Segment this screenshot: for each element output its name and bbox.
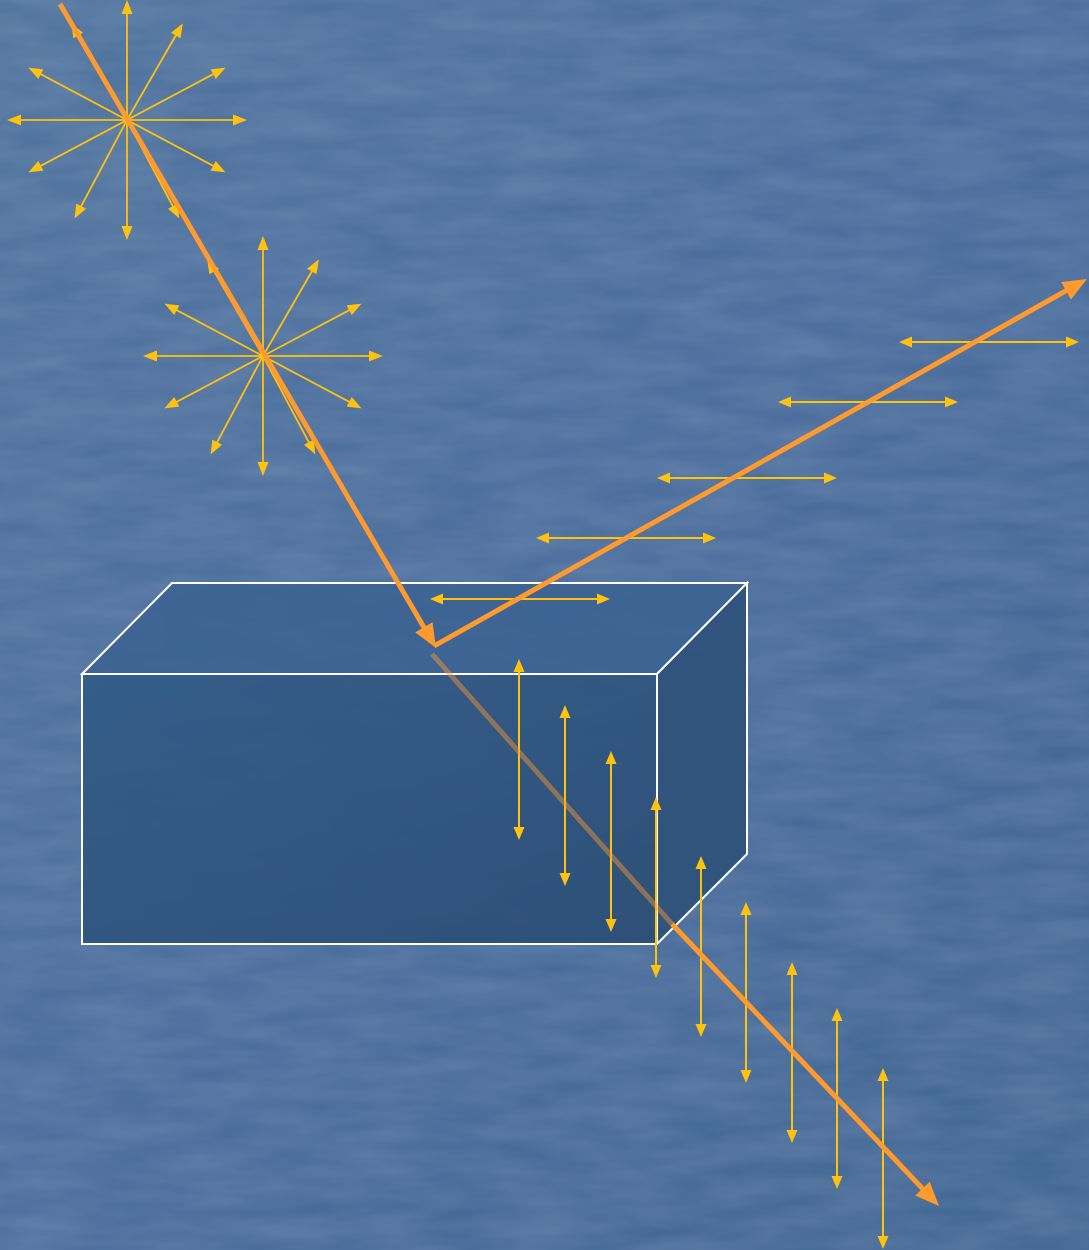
vertical-double-arrow-icon [513,659,525,840]
arrowhead [740,1070,752,1083]
unpolarized-star-icon [7,0,247,240]
star-ray [36,119,128,169]
arrowhead [303,439,316,455]
star-ray [262,307,354,357]
star-ray [126,31,179,121]
horizontal-double-arrow-icon [657,472,837,484]
arrowhead [210,439,223,455]
arrowhead [695,856,707,869]
arrowhead [536,532,549,544]
star-ray [78,119,128,211]
star-ray [214,355,264,447]
arrowhead [346,396,362,409]
unpolarized-star-icon [143,236,383,476]
arrowhead [650,797,662,810]
vertical-double-arrow-icon [605,751,617,932]
star-ray [262,355,312,447]
ray-line [57,2,432,638]
arrowhead [210,67,226,80]
arrowhead [210,160,226,173]
arrowhead [597,593,610,605]
vertical-double-arrow-icon [650,797,662,978]
arrowhead [899,336,912,348]
star-ray [36,71,128,121]
arrowhead [740,902,752,915]
transmitted-ray [670,922,939,1206]
arrowhead [559,873,571,886]
arrowhead [703,532,716,544]
arrowhead [831,1176,843,1189]
vertical-double-arrow-icon [877,1068,889,1249]
glass-block [79,580,750,947]
star-ray [172,355,264,405]
star-ray [126,71,218,121]
arrowhead [164,303,180,316]
incident-ray [57,2,436,648]
star-ray [172,307,264,357]
arrowhead [257,236,269,250]
refracted-ray-inside-glass [430,652,674,926]
ray-arrowhead [1061,279,1087,300]
arrowhead [430,593,443,605]
ray-arrowhead [415,622,436,648]
arrowhead [7,114,21,126]
vertical-double-arrow-icon [695,856,707,1037]
ray-line [430,652,674,926]
arrowhead [877,1236,889,1249]
vertical-double-arrow-icon [559,705,571,886]
arrowhead [143,350,157,362]
reflected-ray [432,279,1087,649]
ray-arrowhead [915,1181,939,1206]
arrowhead [233,114,247,126]
polarization-arrows [7,0,1079,1249]
arrowhead [877,1068,889,1081]
star-ray [262,355,354,405]
arrowhead [605,919,617,932]
arrowhead [513,659,525,672]
arrowhead [307,259,319,275]
arrowhead [695,1024,707,1037]
arrowhead [945,396,958,408]
horizontal-double-arrow-icon [899,336,1079,348]
arrowhead [257,462,269,476]
light-rays [57,2,1087,1206]
arrowhead [831,1008,843,1021]
star-ray [262,267,315,357]
arrowhead [1066,336,1079,348]
arrowhead [171,23,183,39]
arrowhead [559,705,571,718]
arrowhead [121,226,133,240]
arrowhead [786,1130,798,1143]
arrowhead [346,303,362,316]
arrowhead [650,965,662,978]
arrowhead [28,67,44,80]
arrowhead [164,396,180,409]
arrowhead [824,472,837,484]
arrowhead [657,472,670,484]
arrowhead [121,0,133,14]
ray-line [670,922,932,1198]
arrowhead [605,751,617,764]
star-ray [126,119,218,169]
glass-block-top-face [79,582,750,675]
arrowhead [369,350,383,362]
arrowhead [74,203,87,219]
arrowhead [778,396,791,408]
ray-line [432,283,1077,649]
arrowhead [786,962,798,975]
arrowhead [513,827,525,840]
vertical-double-arrow-icon [740,902,752,1083]
arrowhead [28,160,44,173]
